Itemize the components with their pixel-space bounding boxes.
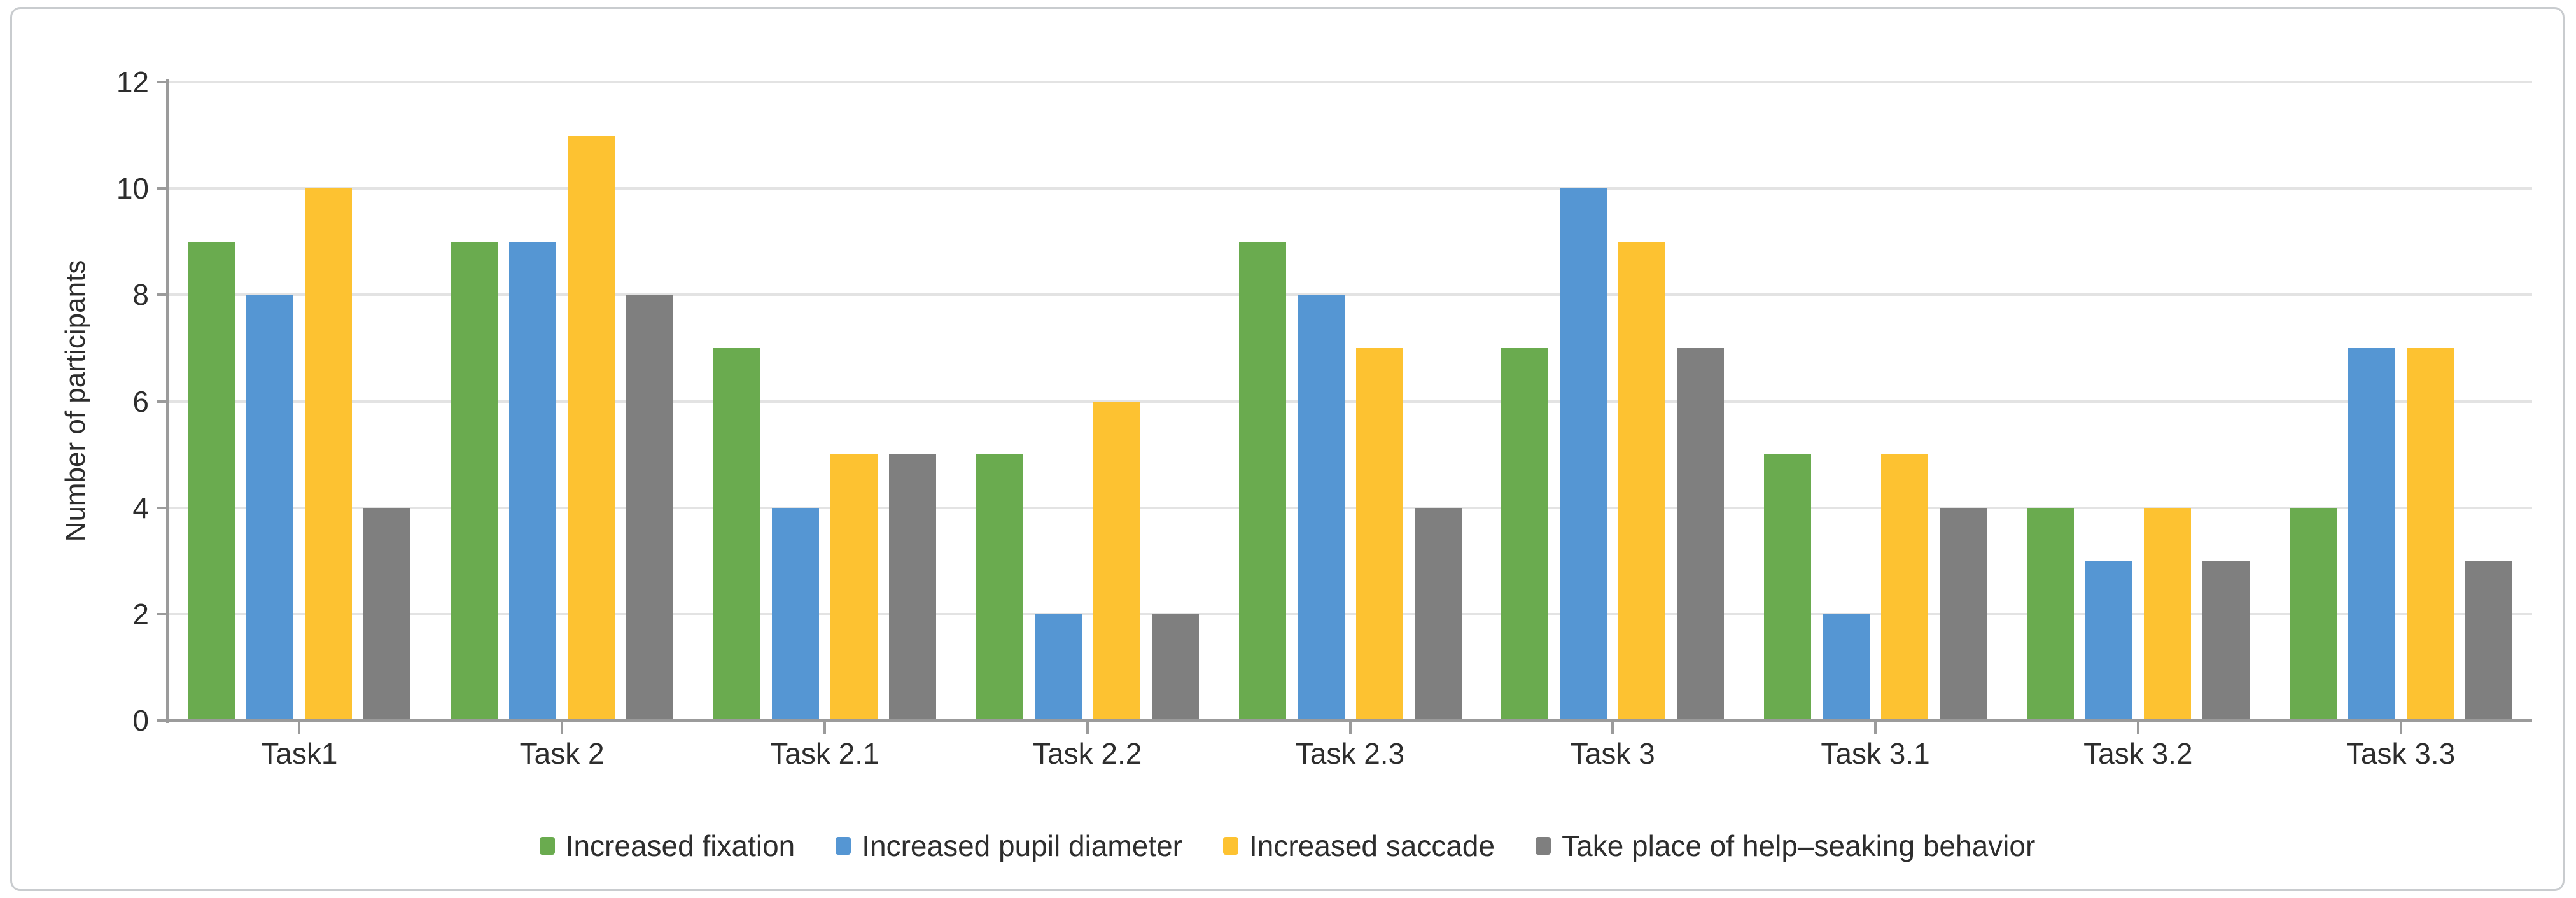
bar xyxy=(1881,454,1929,720)
x-category-label: Task 3.3 xyxy=(2346,737,2456,770)
bar xyxy=(888,454,936,720)
bar xyxy=(2202,561,2250,720)
x-axis-tick xyxy=(1348,722,1352,734)
legend-swatch xyxy=(1222,837,1238,855)
legend: Increased fixation Increased pupil diamet… xyxy=(12,829,2563,863)
x-axis-tick xyxy=(2399,722,2402,734)
x-category-label: Task 2.3 xyxy=(1295,737,1405,770)
y-axis-tick xyxy=(157,81,169,83)
legend-label: Increased pupil diameter xyxy=(862,829,1182,862)
chart-frame: 0 2 4 6 8 10 12 Task1 Task 2 Task 2.1 Task 2.2 Tas… xyxy=(10,7,2565,891)
x-axis-tick xyxy=(2136,722,2139,734)
y-axis-tick xyxy=(157,400,169,403)
bar xyxy=(2085,561,2132,720)
legend-label: Take place of help–seaking behavior xyxy=(1562,829,2036,862)
y-tick-label: 6 xyxy=(132,384,149,418)
bar xyxy=(1238,241,1286,720)
bar xyxy=(2143,507,2191,720)
y-axis-tick xyxy=(157,506,169,509)
bar xyxy=(451,241,498,720)
x-axis-tick xyxy=(298,722,301,734)
x-axis-tick xyxy=(1874,722,1877,734)
legend-swatch xyxy=(539,837,555,855)
legend-swatch xyxy=(1536,837,1551,855)
bar xyxy=(2289,507,2337,720)
y-tick-label: 2 xyxy=(132,597,149,631)
x-category-label: Task1 xyxy=(261,737,338,770)
bar xyxy=(363,507,411,720)
gridline xyxy=(168,612,2532,615)
bar xyxy=(1677,347,1725,720)
y-axis-tick xyxy=(157,293,169,297)
y-axis-line xyxy=(166,79,169,723)
bar xyxy=(1501,347,1549,720)
gridline xyxy=(168,506,2532,509)
y-tick-label: 12 xyxy=(116,66,149,99)
bar xyxy=(2026,507,2074,720)
y-tick-label: 0 xyxy=(132,704,149,737)
gridline xyxy=(168,293,2532,297)
bar xyxy=(830,454,878,720)
y-tick-label: 4 xyxy=(132,491,149,524)
legend-swatch xyxy=(836,837,851,855)
bar xyxy=(1823,614,1870,720)
legend-item: Increased fixation xyxy=(539,829,795,863)
y-tick-label: 8 xyxy=(132,278,149,312)
bar xyxy=(1355,347,1403,720)
bar xyxy=(246,295,294,720)
x-axis-tick xyxy=(561,722,564,734)
bar xyxy=(1940,507,1987,720)
bar xyxy=(509,241,557,720)
y-axis-title: Number of participants xyxy=(60,260,91,542)
bar xyxy=(188,241,235,720)
bar xyxy=(1093,401,1140,720)
gridline xyxy=(168,187,2532,190)
y-tick-label: 10 xyxy=(116,172,149,206)
bar xyxy=(626,295,674,720)
x-category-label: Task 2.2 xyxy=(1033,737,1142,770)
bar xyxy=(305,188,353,720)
x-category-label: Task 3.1 xyxy=(1821,737,1930,770)
legend-label: Increased fixation xyxy=(565,829,795,862)
y-axis-tick xyxy=(157,612,169,615)
bar xyxy=(1034,614,1082,720)
plot-area xyxy=(168,82,2532,720)
x-axis-tick xyxy=(1611,722,1614,734)
legend-item: Increased pupil diameter xyxy=(836,829,1182,863)
x-category-label: Task 3.2 xyxy=(2083,737,2193,770)
x-category-label: Task 3 xyxy=(1570,737,1655,770)
bar xyxy=(2465,561,2512,720)
bar xyxy=(1560,188,1607,720)
bar xyxy=(1618,241,1666,720)
x-category-label: Task 2 xyxy=(519,737,605,770)
x-category-label: Task 2.1 xyxy=(770,737,879,770)
bar xyxy=(713,347,760,720)
bar xyxy=(1764,454,1812,720)
y-axis-tick xyxy=(157,187,169,190)
legend-item: Take place of help–seaking behavior xyxy=(1536,829,2035,863)
bar xyxy=(1414,507,1462,720)
legend-item: Increased saccade xyxy=(1222,829,1495,863)
bar xyxy=(568,135,615,720)
bar xyxy=(1297,295,1345,720)
x-axis-tick xyxy=(1086,722,1089,734)
gridline xyxy=(168,81,2532,83)
gridline xyxy=(168,400,2532,403)
x-axis-line xyxy=(167,719,2532,722)
bar xyxy=(2406,347,2454,720)
bar xyxy=(976,454,1023,720)
bar xyxy=(771,507,819,720)
bar xyxy=(2348,347,2395,720)
y-axis-tick xyxy=(157,719,169,722)
x-axis-tick xyxy=(823,722,826,734)
legend-label: Increased saccade xyxy=(1249,829,1495,862)
bar xyxy=(1151,614,1199,720)
